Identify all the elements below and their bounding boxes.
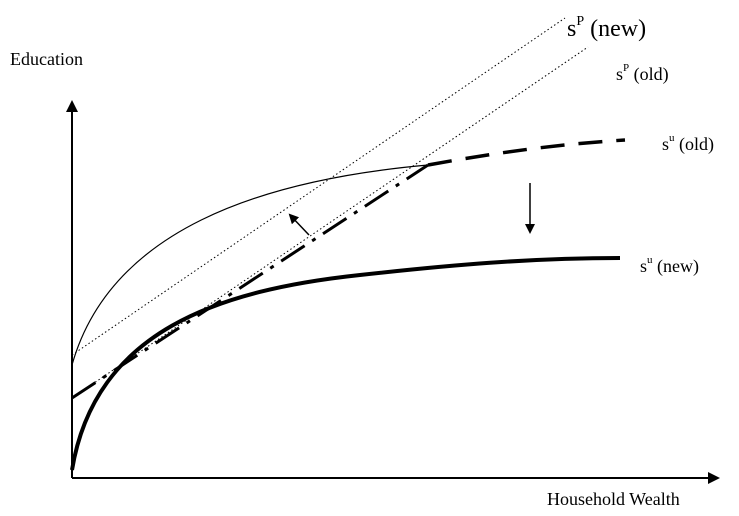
sp-new-line: [71, 17, 566, 356]
sp-old-label: sP (old): [616, 62, 669, 85]
su-new-label: su (new): [640, 254, 699, 277]
upward-shift-arrow: [288, 213, 310, 236]
sp-old-line: [71, 46, 589, 399]
x-axis-label: Household Wealth: [547, 489, 680, 509]
y-axis-label: Education: [10, 49, 83, 69]
sp-new-label: sP (new): [567, 14, 646, 42]
su-old-dashed-tail: [427, 138, 626, 167]
su-old-curve: [71, 164, 429, 366]
su-old-label: su (old): [662, 132, 714, 155]
kinked-dashed-line: [71, 163, 429, 400]
su-new-curve: [70, 256, 621, 471]
